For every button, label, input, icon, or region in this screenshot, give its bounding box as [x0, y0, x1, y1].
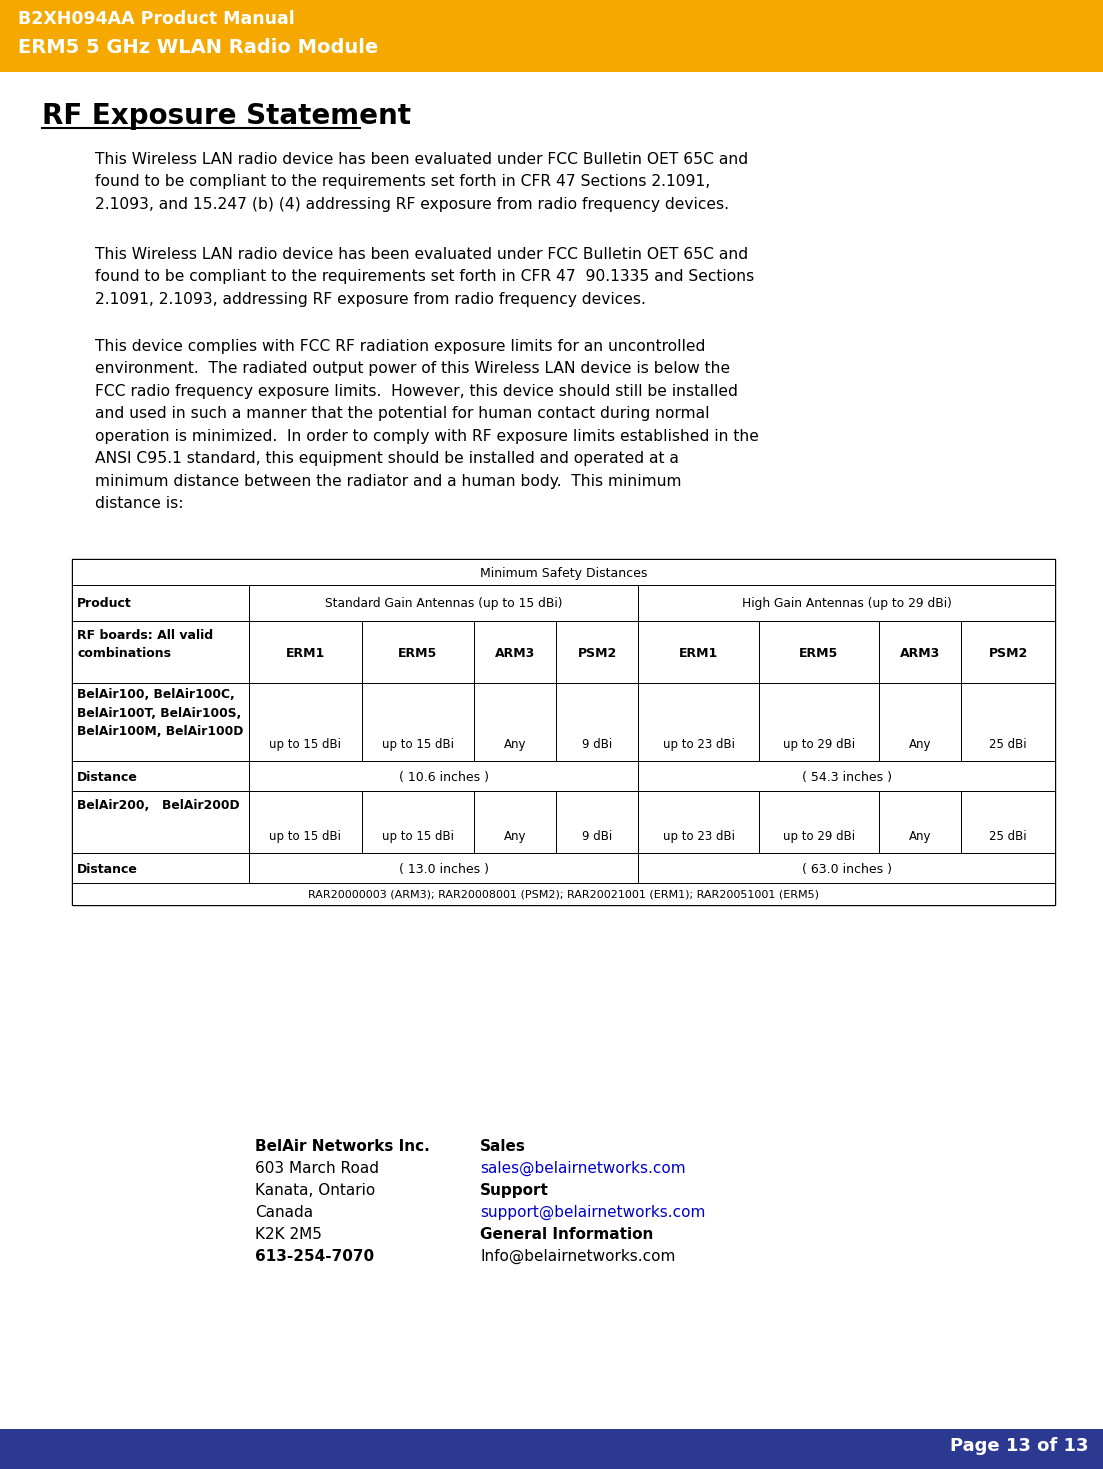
Text: Page 13 of 13: Page 13 of 13 — [950, 1437, 1088, 1454]
Text: 25 dBi: 25 dBi — [989, 830, 1027, 843]
Text: up to 29 dBi: up to 29 dBi — [783, 830, 855, 843]
Bar — [72, 585, 249, 621]
Text: Sales: Sales — [480, 1138, 526, 1155]
Bar — [961, 790, 1054, 853]
Text: BelAir Networks Inc.: BelAir Networks Inc. — [255, 1138, 430, 1155]
Bar — [72, 560, 1054, 585]
Text: B2XH094AA Product Manual: B2XH094AA Product Manual — [18, 10, 295, 28]
Text: ERM5: ERM5 — [398, 646, 437, 660]
Bar — [249, 790, 362, 853]
Text: ERM1: ERM1 — [679, 646, 718, 660]
Bar — [473, 683, 556, 761]
Text: PSM2: PSM2 — [578, 646, 617, 660]
Text: Canada: Canada — [255, 1205, 313, 1219]
Text: up to 23 dBi: up to 23 dBi — [663, 830, 735, 843]
Bar — [639, 853, 1054, 883]
Text: This Wireless LAN radio device has been evaluated under FCC Bulletin OET 65C and: This Wireless LAN radio device has been … — [95, 151, 748, 212]
Text: Support: Support — [480, 1183, 549, 1199]
Bar — [556, 621, 639, 683]
Text: ( 13.0 inches ): ( 13.0 inches ) — [399, 862, 489, 876]
Bar — [362, 790, 473, 853]
Bar — [759, 621, 879, 683]
Bar — [639, 761, 1054, 790]
Bar — [639, 585, 1054, 621]
Bar — [759, 790, 879, 853]
Bar — [72, 853, 249, 883]
Bar — [362, 683, 473, 761]
Text: up to 15 dBi: up to 15 dBi — [269, 737, 342, 751]
Bar — [249, 853, 639, 883]
Bar — [72, 560, 1054, 905]
Text: K2K 2M5: K2K 2M5 — [255, 1227, 322, 1241]
Bar — [473, 790, 556, 853]
Text: up to 15 dBi: up to 15 dBi — [382, 830, 453, 843]
Bar — [249, 621, 362, 683]
Text: Distance: Distance — [77, 771, 138, 784]
Text: Distance: Distance — [77, 862, 138, 876]
Bar — [639, 621, 759, 683]
Text: ERM1: ERM1 — [286, 646, 325, 660]
Text: 9 dBi: 9 dBi — [582, 830, 612, 843]
Text: Any: Any — [909, 737, 931, 751]
Text: Minimum Safety Distances: Minimum Safety Distances — [480, 567, 647, 580]
Text: up to 15 dBi: up to 15 dBi — [382, 737, 453, 751]
Text: 603 March Road: 603 March Road — [255, 1161, 379, 1177]
Bar — [249, 761, 639, 790]
Text: 613-254-7070: 613-254-7070 — [255, 1249, 374, 1263]
Bar — [0, 1429, 1103, 1469]
Bar — [249, 585, 639, 621]
Text: This Wireless LAN radio device has been evaluated under FCC Bulletin OET 65C and: This Wireless LAN radio device has been … — [95, 247, 754, 307]
Text: 9 dBi: 9 dBi — [582, 737, 612, 751]
Bar — [759, 683, 879, 761]
Text: up to 23 dBi: up to 23 dBi — [663, 737, 735, 751]
Text: General Information: General Information — [480, 1227, 653, 1241]
Bar — [879, 790, 961, 853]
Text: ARM3: ARM3 — [495, 646, 535, 660]
Text: ARM3: ARM3 — [900, 646, 940, 660]
Bar — [961, 621, 1054, 683]
Bar — [879, 683, 961, 761]
Bar — [72, 761, 249, 790]
Text: Any: Any — [504, 830, 526, 843]
Bar — [72, 621, 249, 683]
Text: sales@belairnetworks.com: sales@belairnetworks.com — [480, 1161, 686, 1177]
Text: BelAir100, BelAir100C,
BelAir100T, BelAir100S,
BelAir100M, BelAir100D: BelAir100, BelAir100C, BelAir100T, BelAi… — [77, 687, 244, 737]
Text: Standard Gain Antennas (up to 15 dBi): Standard Gain Antennas (up to 15 dBi) — [325, 596, 563, 610]
Bar — [0, 0, 1103, 72]
Text: Info@belairnetworks.com: Info@belairnetworks.com — [480, 1249, 675, 1265]
Text: ( 54.3 inches ): ( 54.3 inches ) — [802, 771, 891, 784]
Text: 25 dBi: 25 dBi — [989, 737, 1027, 751]
Bar — [473, 621, 556, 683]
Bar — [556, 683, 639, 761]
Text: ERM5 5 GHz WLAN Radio Module: ERM5 5 GHz WLAN Radio Module — [18, 38, 378, 57]
Text: High Gain Antennas (up to 29 dBi): High Gain Antennas (up to 29 dBi) — [742, 596, 952, 610]
Bar — [961, 683, 1054, 761]
Text: ERM5: ERM5 — [799, 646, 838, 660]
Text: RAR20000003 (ARM3); RAR20008001 (PSM2); RAR20021001 (ERM1); RAR20051001 (ERM5): RAR20000003 (ARM3); RAR20008001 (PSM2); … — [308, 889, 820, 899]
Bar — [72, 790, 249, 853]
Text: PSM2: PSM2 — [988, 646, 1028, 660]
Text: RF boards: All valid
combinations: RF boards: All valid combinations — [77, 629, 213, 660]
Bar — [639, 790, 759, 853]
Text: BelAir200,   BelAir200D: BelAir200, BelAir200D — [77, 799, 239, 812]
Text: Product: Product — [77, 596, 131, 610]
Text: ( 10.6 inches ): ( 10.6 inches ) — [399, 771, 489, 784]
Bar — [879, 621, 961, 683]
Bar — [72, 883, 1054, 905]
Text: support@belairnetworks.com: support@belairnetworks.com — [480, 1205, 706, 1221]
Bar — [72, 683, 249, 761]
Text: Any: Any — [909, 830, 931, 843]
Text: Kanata, Ontario: Kanata, Ontario — [255, 1183, 375, 1199]
Text: ( 63.0 inches ): ( 63.0 inches ) — [802, 862, 891, 876]
Bar — [362, 621, 473, 683]
Bar — [249, 683, 362, 761]
Text: up to 15 dBi: up to 15 dBi — [269, 830, 342, 843]
Text: up to 29 dBi: up to 29 dBi — [783, 737, 855, 751]
Text: RF Exposure Statement: RF Exposure Statement — [42, 101, 411, 129]
Bar — [556, 790, 639, 853]
Bar — [639, 683, 759, 761]
Text: This device complies with FCC RF radiation exposure limits for an uncontrolled
e: This device complies with FCC RF radiati… — [95, 339, 759, 511]
Text: Any: Any — [504, 737, 526, 751]
